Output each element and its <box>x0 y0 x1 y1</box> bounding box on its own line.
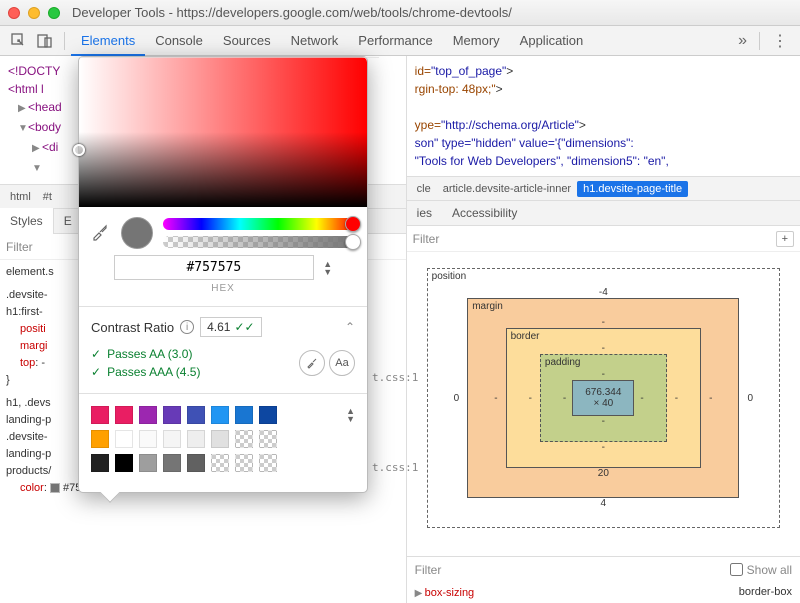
palette-swatch[interactable] <box>259 454 277 472</box>
hex-label: HEX <box>91 283 355 294</box>
palette-swatch[interactable] <box>235 454 253 472</box>
overflow-icon[interactable]: » <box>732 32 753 50</box>
crumb[interactable]: #t <box>37 189 58 205</box>
palette-swatch[interactable] <box>91 430 109 448</box>
palette-swatch[interactable] <box>115 454 133 472</box>
palette-swatch[interactable] <box>211 406 229 424</box>
plus-button[interactable]: + <box>776 231 794 247</box>
breadcrumb-right: cle article.devsite-article-inner h1.dev… <box>407 176 800 200</box>
styles-tab[interactable]: Styles <box>0 208 54 234</box>
palette-swatch[interactable] <box>115 406 133 424</box>
palette-swatch[interactable] <box>187 454 205 472</box>
color-swatch[interactable] <box>50 483 60 493</box>
palette-swatch[interactable] <box>91 454 109 472</box>
show-all-label: Show all <box>747 563 792 577</box>
palette-stepper-icon[interactable]: ▲▼ <box>346 407 355 423</box>
palette-swatch[interactable] <box>211 454 229 472</box>
tab-sources[interactable]: Sources <box>213 26 281 56</box>
tab-application[interactable]: Application <box>510 26 594 56</box>
alpha-slider[interactable] <box>163 236 355 248</box>
box-model: position -4 0 margin - - border - <box>407 252 800 556</box>
hue-slider[interactable] <box>163 218 355 230</box>
palette-swatch[interactable] <box>139 430 157 448</box>
maximize-icon[interactable] <box>48 7 60 19</box>
palette: ▲▼ <box>79 398 367 492</box>
filter-label[interactable]: Filter <box>6 240 33 254</box>
crumb[interactable]: cle <box>411 181 437 197</box>
palette-swatch[interactable] <box>139 406 157 424</box>
window-title: Developer Tools - https://developers.goo… <box>72 5 512 20</box>
collapse-icon[interactable]: ⌃ <box>345 320 355 334</box>
palette-swatch[interactable] <box>259 406 277 424</box>
sv-picker[interactable] <box>79 57 367 207</box>
tab-memory[interactable]: Memory <box>443 26 510 56</box>
filter-label[interactable]: Filter <box>415 563 442 577</box>
palette-swatch[interactable] <box>235 430 253 448</box>
palette-swatch[interactable] <box>163 406 181 424</box>
hex-input[interactable] <box>114 255 314 280</box>
palette-swatch[interactable] <box>139 454 157 472</box>
filter-label-r[interactable]: Filter <box>413 232 440 246</box>
sidebar-panel: id="top_of_page"> rgin-top: 48px;"> ype=… <box>406 56 800 603</box>
bg-eyedropper-icon[interactable] <box>299 350 325 376</box>
tab-console[interactable]: Console <box>145 26 213 56</box>
devtools-toolbar: Elements Console Sources Network Perform… <box>0 26 800 56</box>
tab-performance[interactable]: Performance <box>348 26 442 56</box>
contrast-section: Contrast Ratio i 4.61 ✓✓ ⌃ ✓Passes AA (3… <box>79 311 367 389</box>
crumb[interactable]: article.devsite-article-inner <box>437 181 577 197</box>
palette-swatch[interactable] <box>115 430 133 448</box>
palette-swatch[interactable] <box>187 430 205 448</box>
window-titlebar: Developer Tools - https://developers.goo… <box>0 0 800 26</box>
right-subpanes: ies Accessibility <box>407 200 800 226</box>
color-picker: ▲▼ HEX Contrast Ratio i 4.61 ✓✓ ⌃ ✓Passe… <box>78 56 368 493</box>
show-all-checkbox[interactable] <box>730 563 743 576</box>
crumb-selected[interactable]: h1.devsite-page-title <box>577 181 688 197</box>
close-icon[interactable] <box>8 7 20 19</box>
right-filterbar: Filter :hov .cls + <box>407 226 800 252</box>
palette-swatch[interactable] <box>187 406 205 424</box>
palette-swatch[interactable] <box>259 430 277 448</box>
dom-overflow: id="top_of_page"> rgin-top: 48px;"> ype=… <box>407 56 800 176</box>
content-dims: 676.344 × 40 <box>572 380 634 416</box>
traffic-lights <box>8 7 60 19</box>
computed-list[interactable]: ▶box-sizing border-box <box>407 582 800 603</box>
text-sample-icon[interactable]: Aa <box>329 350 355 376</box>
computed-filterbar: Filter Show all <box>407 556 800 582</box>
crumb[interactable]: html <box>4 189 37 205</box>
palette-swatch[interactable] <box>211 430 229 448</box>
palette-swatch[interactable] <box>235 406 253 424</box>
contrast-value: 4.61 ✓✓ <box>200 317 261 337</box>
menu-icon[interactable]: ⋮ <box>766 31 794 51</box>
palette-swatch[interactable] <box>91 406 109 424</box>
eyedropper-icon[interactable] <box>91 223 111 243</box>
subpane-tab[interactable]: ies <box>407 200 442 226</box>
current-color-icon <box>121 217 153 249</box>
palette-swatch[interactable] <box>163 454 181 472</box>
sv-cursor-icon[interactable] <box>73 144 85 156</box>
device-icon[interactable] <box>36 32 54 50</box>
format-stepper-icon[interactable]: ▲▼ <box>323 260 332 276</box>
subpane-accessibility[interactable]: Accessibility <box>442 200 527 226</box>
inspect-icon[interactable] <box>10 32 28 50</box>
info-icon[interactable]: i <box>180 320 194 334</box>
tab-elements[interactable]: Elements <box>71 26 145 56</box>
contrast-label: Contrast Ratio <box>91 320 174 335</box>
rule-link[interactable]: t.css:1 <box>372 461 418 474</box>
rule-link[interactable]: t.css:1 <box>372 371 418 384</box>
minimize-icon[interactable] <box>28 7 40 19</box>
palette-swatch[interactable] <box>163 430 181 448</box>
tab-network[interactable]: Network <box>281 26 349 56</box>
